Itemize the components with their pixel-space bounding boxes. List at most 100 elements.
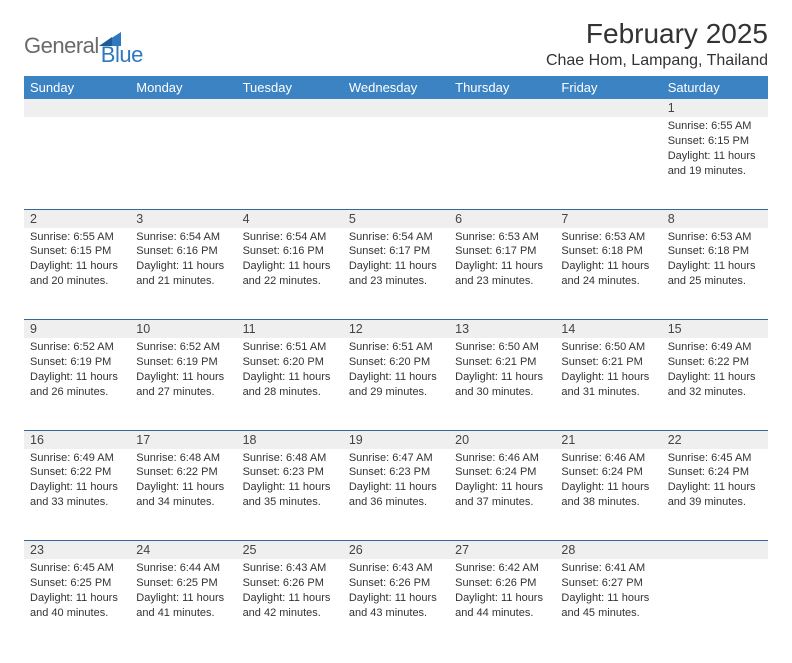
day-number-cell	[237, 99, 343, 117]
day-number: 8	[662, 210, 768, 228]
day-number-cell	[130, 99, 236, 117]
weekday-header: Wednesday	[343, 76, 449, 99]
day-number: 9	[24, 320, 130, 338]
title-block: February 2025 Chae Hom, Lampang, Thailan…	[546, 18, 768, 70]
day-number-row: 16171819202122	[24, 430, 768, 449]
day-details: Sunrise: 6:41 AMSunset: 6:27 PMDaylight:…	[555, 559, 661, 626]
day-number-cell: 5	[343, 209, 449, 228]
day-details: Sunrise: 6:43 AMSunset: 6:26 PMDaylight:…	[343, 559, 449, 626]
day-number-cell: 4	[237, 209, 343, 228]
day-number: 11	[237, 320, 343, 338]
day-number-cell: 9	[24, 320, 130, 339]
day-number	[130, 99, 236, 103]
weekday-header: Saturday	[662, 76, 768, 99]
day-number: 22	[662, 431, 768, 449]
calendar-day-cell: Sunrise: 6:43 AMSunset: 6:26 PMDaylight:…	[237, 559, 343, 651]
day-number: 21	[555, 431, 661, 449]
day-number: 27	[449, 541, 555, 559]
day-number: 18	[237, 431, 343, 449]
calendar-day-cell: Sunrise: 6:50 AMSunset: 6:21 PMDaylight:…	[555, 338, 661, 430]
day-number-cell: 11	[237, 320, 343, 339]
day-details: Sunrise: 6:46 AMSunset: 6:24 PMDaylight:…	[555, 449, 661, 516]
day-details: Sunrise: 6:52 AMSunset: 6:19 PMDaylight:…	[24, 338, 130, 405]
day-number: 12	[343, 320, 449, 338]
calendar-day-cell: Sunrise: 6:52 AMSunset: 6:19 PMDaylight:…	[130, 338, 236, 430]
day-details: Sunrise: 6:53 AMSunset: 6:18 PMDaylight:…	[662, 228, 768, 295]
calendar-day-cell: Sunrise: 6:47 AMSunset: 6:23 PMDaylight:…	[343, 449, 449, 541]
day-number: 19	[343, 431, 449, 449]
day-details: Sunrise: 6:52 AMSunset: 6:19 PMDaylight:…	[130, 338, 236, 405]
day-number-row: 9101112131415	[24, 320, 768, 339]
day-number-cell: 28	[555, 541, 661, 560]
day-number-cell: 23	[24, 541, 130, 560]
day-number: 7	[555, 210, 661, 228]
day-details: Sunrise: 6:48 AMSunset: 6:23 PMDaylight:…	[237, 449, 343, 516]
day-number	[343, 99, 449, 103]
day-number: 17	[130, 431, 236, 449]
day-number	[555, 99, 661, 103]
day-details: Sunrise: 6:54 AMSunset: 6:16 PMDaylight:…	[237, 228, 343, 295]
day-number: 15	[662, 320, 768, 338]
calendar-body: 1Sunrise: 6:55 AMSunset: 6:15 PMDaylight…	[24, 99, 768, 651]
day-details: Sunrise: 6:51 AMSunset: 6:20 PMDaylight:…	[343, 338, 449, 405]
weekday-header: Monday	[130, 76, 236, 99]
day-number: 13	[449, 320, 555, 338]
day-number-row: 232425262728	[24, 541, 768, 560]
day-number-cell: 20	[449, 430, 555, 449]
calendar-day-cell: Sunrise: 6:54 AMSunset: 6:17 PMDaylight:…	[343, 228, 449, 320]
calendar-day-cell: Sunrise: 6:46 AMSunset: 6:24 PMDaylight:…	[555, 449, 661, 541]
day-details: Sunrise: 6:49 AMSunset: 6:22 PMDaylight:…	[24, 449, 130, 516]
weekday-header: Tuesday	[237, 76, 343, 99]
calendar-day-cell: Sunrise: 6:51 AMSunset: 6:20 PMDaylight:…	[343, 338, 449, 430]
calendar-week-row: Sunrise: 6:52 AMSunset: 6:19 PMDaylight:…	[24, 338, 768, 430]
day-number-cell: 17	[130, 430, 236, 449]
day-number	[449, 99, 555, 103]
day-details: Sunrise: 6:54 AMSunset: 6:17 PMDaylight:…	[343, 228, 449, 295]
day-number: 28	[555, 541, 661, 559]
day-details: Sunrise: 6:53 AMSunset: 6:17 PMDaylight:…	[449, 228, 555, 295]
calendar-day-cell: Sunrise: 6:55 AMSunset: 6:15 PMDaylight:…	[662, 117, 768, 209]
day-details: Sunrise: 6:43 AMSunset: 6:26 PMDaylight:…	[237, 559, 343, 626]
calendar-day-cell: Sunrise: 6:52 AMSunset: 6:19 PMDaylight:…	[24, 338, 130, 430]
day-number-cell: 12	[343, 320, 449, 339]
location-subtitle: Chae Hom, Lampang, Thailand	[546, 52, 768, 70]
day-number-cell: 26	[343, 541, 449, 560]
calendar-week-row: Sunrise: 6:45 AMSunset: 6:25 PMDaylight:…	[24, 559, 768, 651]
calendar-table: SundayMondayTuesdayWednesdayThursdayFrid…	[24, 76, 768, 651]
day-details: Sunrise: 6:54 AMSunset: 6:16 PMDaylight:…	[130, 228, 236, 295]
day-number: 26	[343, 541, 449, 559]
day-number: 16	[24, 431, 130, 449]
day-number: 4	[237, 210, 343, 228]
day-number: 3	[130, 210, 236, 228]
calendar-page: General Blue February 2025 Chae Hom, Lam…	[0, 0, 792, 663]
calendar-header-row: SundayMondayTuesdayWednesdayThursdayFrid…	[24, 76, 768, 99]
day-number-cell	[343, 99, 449, 117]
day-details: Sunrise: 6:46 AMSunset: 6:24 PMDaylight:…	[449, 449, 555, 516]
day-number-cell: 16	[24, 430, 130, 449]
calendar-day-cell: Sunrise: 6:54 AMSunset: 6:16 PMDaylight:…	[130, 228, 236, 320]
calendar-day-cell	[555, 117, 661, 209]
day-number-cell: 13	[449, 320, 555, 339]
day-number-cell: 3	[130, 209, 236, 228]
calendar-day-cell: Sunrise: 6:48 AMSunset: 6:22 PMDaylight:…	[130, 449, 236, 541]
day-number-cell: 1	[662, 99, 768, 117]
day-number-cell: 25	[237, 541, 343, 560]
calendar-day-cell: Sunrise: 6:45 AMSunset: 6:24 PMDaylight:…	[662, 449, 768, 541]
day-number-cell	[555, 99, 661, 117]
day-number	[662, 541, 768, 545]
calendar-week-row: Sunrise: 6:49 AMSunset: 6:22 PMDaylight:…	[24, 449, 768, 541]
day-details: Sunrise: 6:48 AMSunset: 6:22 PMDaylight:…	[130, 449, 236, 516]
calendar-day-cell: Sunrise: 6:48 AMSunset: 6:23 PMDaylight:…	[237, 449, 343, 541]
day-details: Sunrise: 6:47 AMSunset: 6:23 PMDaylight:…	[343, 449, 449, 516]
day-number-row: 1	[24, 99, 768, 117]
day-number	[24, 99, 130, 103]
calendar-day-cell: Sunrise: 6:46 AMSunset: 6:24 PMDaylight:…	[449, 449, 555, 541]
logo: General Blue	[24, 18, 143, 68]
calendar-day-cell: Sunrise: 6:49 AMSunset: 6:22 PMDaylight:…	[24, 449, 130, 541]
logo-text-main: General	[24, 33, 99, 59]
day-number: 2	[24, 210, 130, 228]
weekday-header: Thursday	[449, 76, 555, 99]
month-title: February 2025	[546, 18, 768, 50]
day-number-cell: 6	[449, 209, 555, 228]
calendar-day-cell: Sunrise: 6:53 AMSunset: 6:18 PMDaylight:…	[555, 228, 661, 320]
